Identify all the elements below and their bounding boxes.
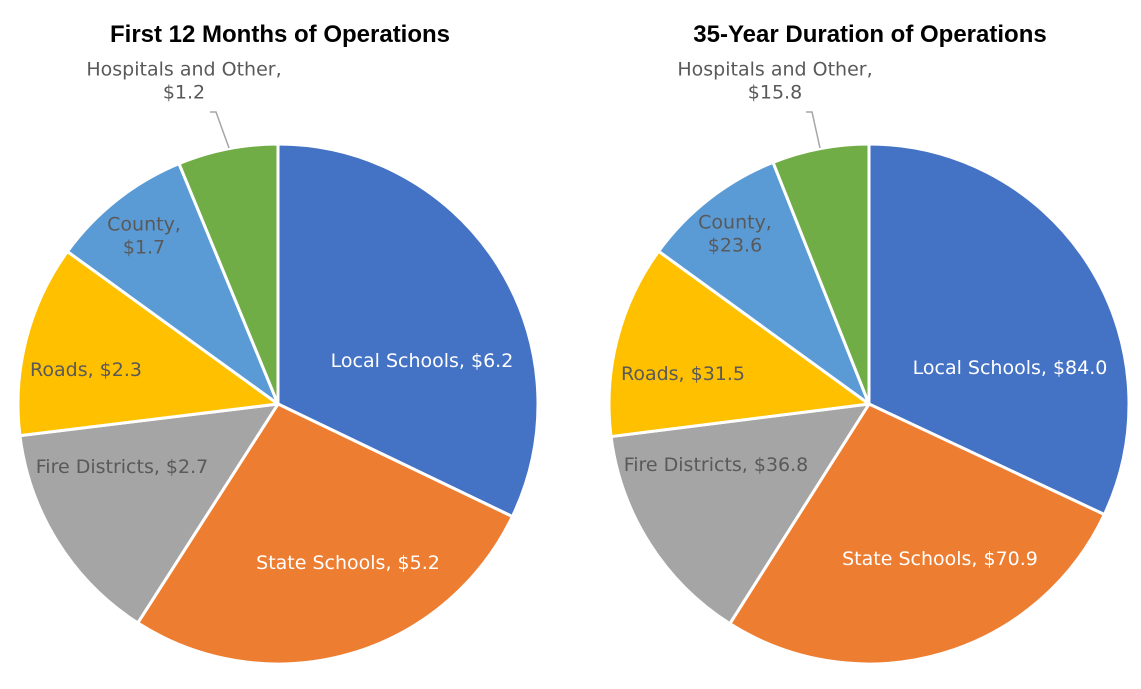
pie-slice-county (657, 160, 871, 406)
pie-slice-county (65, 162, 280, 406)
data-label-line: Roads, $31.5 (621, 363, 745, 385)
pie-slice-local-schools (276, 142, 540, 519)
pie-chart-0: Local Schools, $6.2 State Schools, $5.2 Fi… (16, 59, 540, 666)
data-label-fire-districts: Fire Districts, $36.8 (624, 454, 809, 476)
pie-slice-state-schools (728, 402, 1106, 666)
pie-slice-fire-districts (18, 402, 280, 625)
data-label-roads: Roads, $31.5 (621, 363, 745, 385)
data-label-line: Fire Districts, $2.7 (36, 456, 208, 478)
pie-chart-1: Local Schools, $84.0 State Schools, $70.9… (607, 59, 1131, 666)
data-label-state-schools: State Schools, $5.2 (256, 552, 440, 574)
data-label-line: $1.2 (163, 82, 205, 104)
data-label-line: State Schools, $70.9 (842, 548, 1038, 570)
pie-slice-hospitals-other (771, 142, 871, 406)
data-label-line: County, (107, 214, 181, 236)
leader-line-hospitals-and-other (806, 111, 821, 149)
data-label-roads: Roads, $2.3 (30, 359, 142, 381)
data-label-line: $1.7 (123, 237, 165, 259)
data-label-county: County, $1.7 (107, 214, 181, 259)
data-label-line: Hospitals and Other, (677, 59, 872, 81)
pie-slice-local-schools (867, 142, 1131, 517)
data-label-fire-districts: Fire Districts, $2.7 (36, 456, 208, 478)
data-label-county: County, $23.6 (698, 212, 772, 257)
pie-slice-state-schools (136, 402, 514, 666)
pie-slice-roads (607, 249, 871, 439)
data-label-hospitals-other: Hospitals and Other, $15.8 (677, 59, 872, 104)
chart-title-first-12-months: First 12 Months of Operations (109, 21, 451, 48)
data-label-local-schools: Local Schools, $6.2 (331, 350, 514, 372)
data-label-line: State Schools, $5.2 (256, 552, 440, 574)
data-label-local-schools: Local Schools, $84.0 (913, 357, 1108, 379)
pie-slice-hospitals-other (177, 142, 280, 406)
data-label-state-schools: State Schools, $70.9 (842, 548, 1038, 570)
pie-slice-fire-districts (609, 402, 871, 626)
data-label-line: Local Schools, $84.0 (913, 357, 1108, 379)
data-label-line: County, (698, 212, 772, 234)
data-label-line: $23.6 (708, 235, 762, 257)
pie-slice-roads (16, 250, 280, 438)
data-label-line: $15.8 (748, 82, 802, 104)
data-label-hospitals-other: Hospitals and Other, $1.2 (86, 59, 281, 104)
data-label-line: Hospitals and Other, (86, 59, 281, 81)
leader-line-hospitals-and-other (210, 111, 230, 149)
chart-title-35-year-duration: 35-Year Duration of Operations (693, 21, 1047, 48)
data-label-line: Fire Districts, $36.8 (624, 454, 809, 476)
data-label-line: Roads, $2.3 (30, 359, 142, 381)
data-label-line: Local Schools, $6.2 (331, 350, 514, 372)
